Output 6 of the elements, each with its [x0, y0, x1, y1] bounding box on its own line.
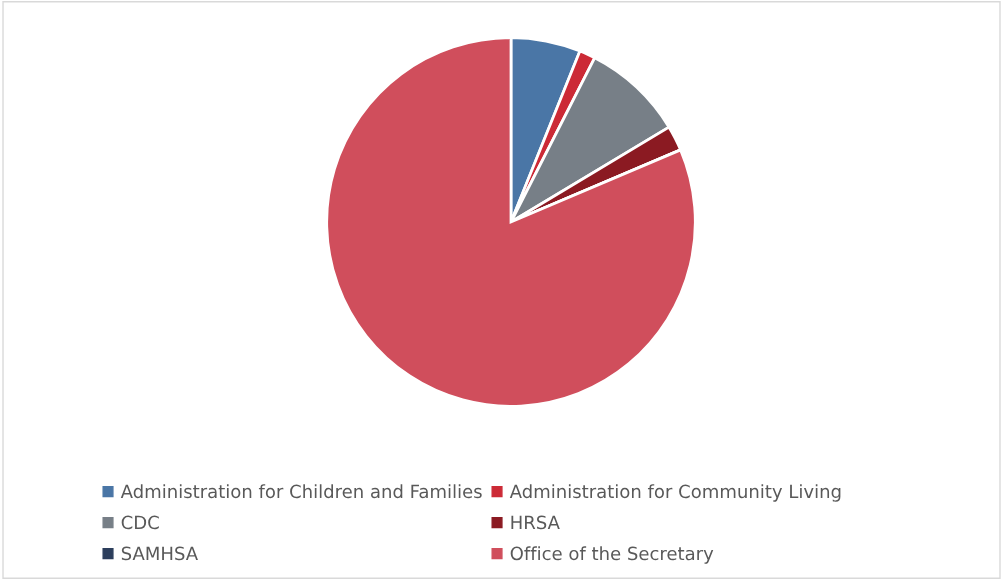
- legend-label: Administration for Children and Families: [120, 484, 482, 499]
- legend-label: HRSA: [511, 515, 560, 530]
- legend-label: Office of the Secretary: [510, 546, 714, 564]
- legend-label: CDC: [121, 515, 159, 530]
- legend-label: SAMHSA: [121, 546, 198, 561]
- legend-label: Administration for Community Living: [509, 484, 841, 502]
